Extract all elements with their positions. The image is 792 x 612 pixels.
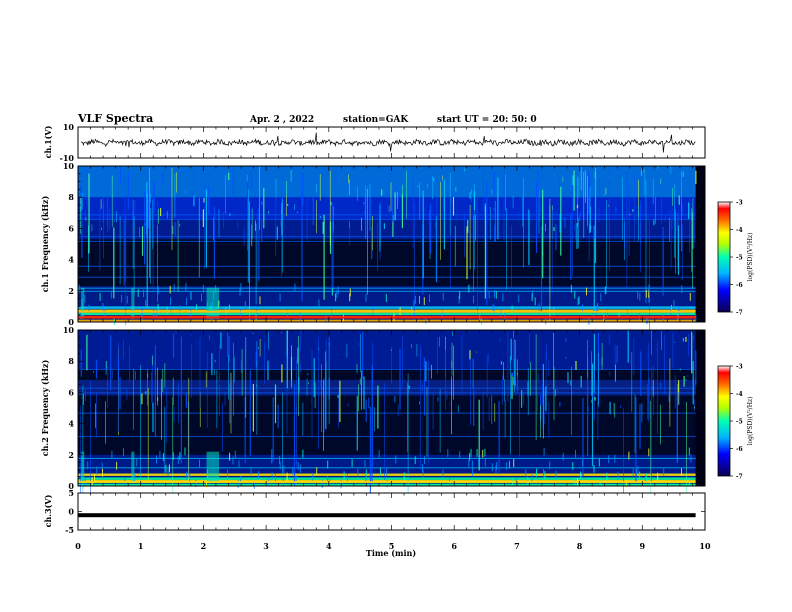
x-tick-label: 5 (389, 541, 395, 551)
colorbar-tick-label: -7 (736, 474, 743, 481)
x-tick-label: 7 (514, 541, 520, 551)
chart-title: VLF Spectra (78, 112, 154, 125)
y-tick-label: 0 (68, 317, 74, 327)
ch3-waveform-ylabel: ch.3(V) (43, 494, 53, 527)
colorbar-tick-label: -7 (736, 310, 743, 317)
y-tick-label: -10 (60, 153, 75, 163)
ch2-spectrogram-ylabel: ch.2 Frequency (kHz) (40, 360, 50, 457)
colorbar-tick-label: -5 (736, 255, 743, 262)
y-tick-label: 8 (68, 356, 74, 366)
colorbar-tick-label: -3 (736, 200, 743, 207)
date-label: Apr. 2 , 2022 (250, 115, 315, 125)
ch1-spectrogram-panel (77, 165, 706, 345)
start-time-label: start UT = 20: 50: 0 (437, 115, 537, 125)
ch3-waveform-trace (78, 513, 696, 518)
y-tick-label: 10 (63, 325, 75, 335)
ch1-spectrogram-ylabel: ch.1 Frequency (kHz) (40, 196, 50, 293)
x-tick-label: 3 (263, 541, 269, 551)
y-tick-label: -5 (65, 525, 74, 535)
x-tick-label: 0 (75, 541, 81, 551)
y-tick-label: 6 (68, 223, 74, 233)
x-tick-label: 10 (699, 541, 711, 551)
ch1-waveform-trace (80, 132, 696, 153)
x-tick-label: 4 (326, 541, 332, 551)
colorbar-tick-label: -4 (736, 391, 743, 398)
colorbar-tick-label: -6 (736, 282, 743, 289)
x-axis-label: Time (min) (366, 548, 416, 558)
x-tick-label: 2 (201, 541, 207, 551)
y-tick-label: 5 (68, 488, 74, 498)
y-tick-label: 6 (68, 387, 74, 397)
x-tick-label: 9 (640, 541, 646, 551)
y-tick-label: 8 (68, 192, 74, 202)
colorbar-tick-label: -6 (736, 446, 743, 453)
y-tick-label: 4 (68, 419, 74, 429)
colorbar-tick-label: -5 (736, 419, 743, 426)
ch1-waveform-ylabel: ch.1(V) (43, 125, 53, 158)
x-tick-label: 1 (138, 541, 144, 551)
x-tick-label: 8 (577, 541, 583, 551)
y-tick-label: 0 (68, 481, 74, 491)
colorbar-tick-label: -4 (736, 227, 743, 234)
ch2-spectrogram-panel (77, 329, 706, 518)
ch1-colorbar: -3 -4 -5 -6 -7 log(PSD)(V²/Hz) (717, 200, 754, 317)
y-tick-label: 10 (63, 161, 75, 171)
y-tick-label: 10 (63, 122, 75, 132)
ch3-waveform-panel (77, 492, 706, 531)
x-tick-label: 6 (451, 541, 457, 551)
ch2-colorbar: -3 -4 -5 -6 -7 log(PSD)(V²/Hz) (717, 364, 754, 481)
ch2-colorbar-label: log(PSD)(V²/Hz) (747, 397, 754, 446)
station-label: station=GAK (343, 115, 409, 125)
colorbar-tick-label: -3 (736, 364, 743, 371)
ch1-colorbar-label: log(PSD)(V²/Hz) (747, 233, 754, 282)
y-tick-label: 2 (68, 286, 74, 296)
y-tick-label: 2 (68, 450, 74, 460)
y-tick-label: 4 (68, 255, 74, 265)
y-tick-label: 0 (68, 507, 74, 517)
ch1-waveform-panel (77, 126, 706, 159)
